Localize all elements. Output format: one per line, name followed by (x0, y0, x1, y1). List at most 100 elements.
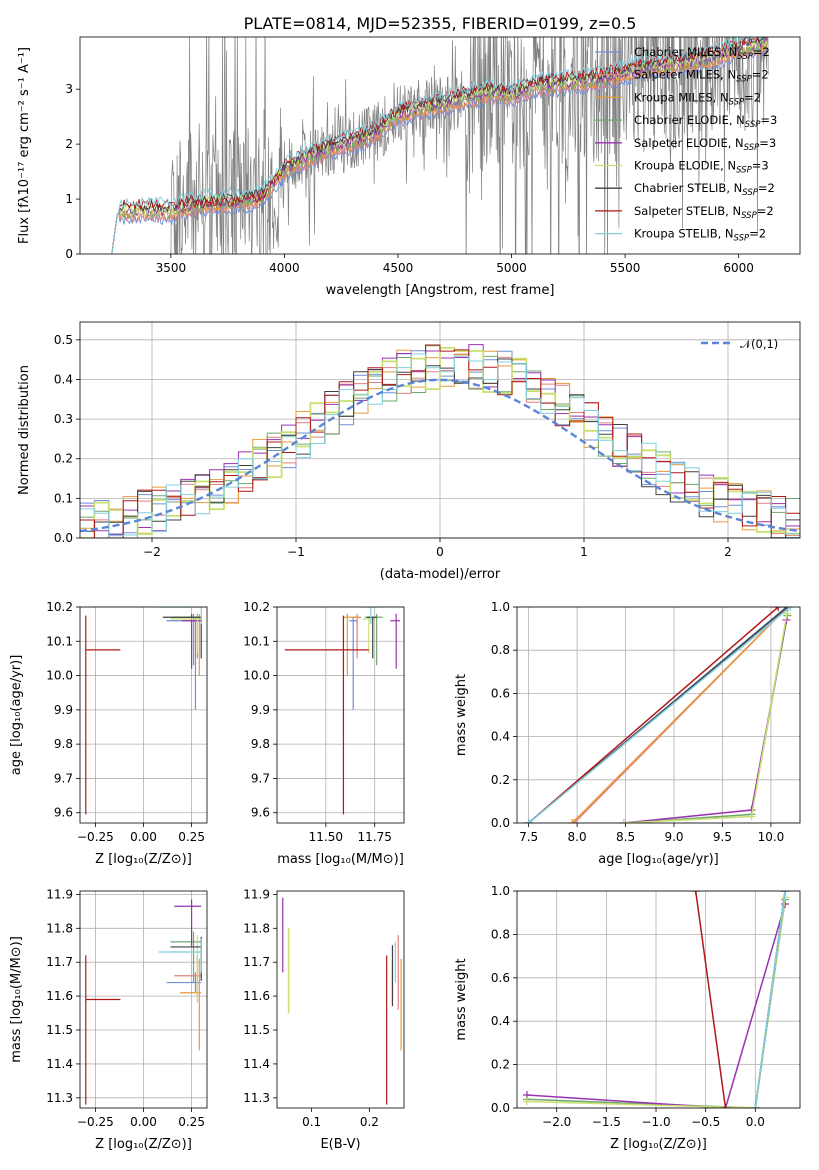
x-tick-label: 5500 (610, 261, 641, 275)
x-tick-label: 7.5 (519, 830, 538, 844)
weight-marker (747, 812, 756, 821)
x-axis-label: (data-model)/error (380, 567, 501, 582)
model-spectrum (111, 45, 768, 254)
y-tick-label: 0.5 (54, 333, 73, 347)
model-spectrum (111, 37, 768, 254)
y-tick-label: 0.4 (54, 372, 73, 386)
y-tick-label: 0.2 (54, 452, 73, 466)
y-tick-label: 10.0 (243, 669, 270, 683)
y-axis-label: mass [log₁₀(M/M⊙)] (9, 936, 24, 1063)
y-tick-label: 11.9 (243, 887, 270, 901)
y-tick-label: 10.0 (46, 669, 73, 683)
x-tick-label: 0.0 (746, 1115, 765, 1129)
y-tick-label: 11.8 (243, 921, 270, 935)
x-tick-label: 3500 (156, 261, 187, 275)
plot-area-weight-vs-age (524, 607, 795, 823)
legend-entry-sub: SSP (736, 166, 752, 176)
x-tick-label: 4000 (269, 261, 300, 275)
weight-line (694, 891, 727, 1108)
weight-line (571, 607, 788, 823)
weight-marker (568, 819, 577, 823)
y-axis-label: Flux [fλ10⁻¹⁷ erg cm⁻² s⁻¹ A⁻¹] (17, 47, 32, 244)
y-tick-label: 0.2 (491, 773, 510, 787)
axes-frame (276, 606, 405, 824)
legend-entry: Salpeter MILES, NSSP=2 (634, 68, 769, 85)
x-tick-label: −1 (287, 545, 305, 559)
y-tick-label: 11.8 (46, 921, 73, 935)
legend-entry-name: Kroupa ELODIE, N (634, 159, 736, 173)
x-tick-label: 11.50 (309, 830, 343, 844)
y-tick-label: 11.6 (46, 989, 73, 1003)
legend-entry-tail: =2 (758, 181, 775, 195)
legend-entry-sub: SSP (734, 234, 750, 244)
axes-frame (276, 890, 405, 1109)
y-tick-label: 9.8 (54, 737, 73, 751)
legend-entry-name: Chabrier STELIB, N (634, 181, 742, 195)
figure-title: PLATE=0814, MJD=52355, FIBERID=0199, z=0… (244, 14, 637, 33)
y-tick-label: 11.6 (243, 989, 270, 1003)
y-tick-label: 0.1 (54, 491, 73, 505)
legend-entry-sub: SSP (736, 75, 752, 85)
residual-histogram (80, 353, 800, 537)
weight-line (528, 607, 791, 823)
grid-age-vs-mass (277, 606, 404, 823)
legend-entry-name: Salpeter ELODIE, N (634, 136, 744, 150)
y-tick-label: 0.3 (54, 412, 73, 426)
legend-entry: Kroupa STELIB, NSSP=2 (634, 227, 766, 244)
x-tick-label: 11.75 (358, 830, 392, 844)
x-tick-label: 0.1 (302, 1115, 321, 1129)
legend-entry: 𝒩(0,1) (740, 337, 778, 351)
x-tick-label: −0.5 (691, 1115, 720, 1129)
x-tick-label: −2 (143, 545, 161, 559)
weight-marker (751, 1104, 760, 1108)
y-tick-label: 0.0 (491, 1101, 510, 1115)
y-axis-label: age [log₁₀(age/yr)] (9, 655, 24, 776)
y-tick-label: 0.8 (491, 927, 510, 941)
x-tick-label: −1.5 (592, 1115, 621, 1129)
legend-entry-tail: =2 (757, 204, 774, 218)
x-tick-label: 8.5 (616, 830, 635, 844)
legend-entry: Salpeter ELODIE, NSSP=3 (634, 136, 776, 153)
legend-entry: Chabrier MILES, NSSP=2 (634, 45, 770, 62)
legend-entry-tail: =3 (752, 159, 769, 173)
y-tick-label: 10.1 (243, 634, 270, 648)
y-tick-label: 1.0 (491, 884, 510, 898)
axes-frame (79, 36, 801, 255)
legend-entry-sub: SSP (729, 97, 745, 107)
x-tick-label: 9.0 (664, 830, 683, 844)
panel-weight-vs-Z: −2.0 −1.5 −1.0 −0.5 0.0 0.0 0.2 0.4 0.6 0.8 1.0 Z [… (454, 884, 801, 1152)
y-tick-label: 0.2 (491, 1058, 510, 1072)
x-tick-label: 9.5 (713, 830, 732, 844)
y-tick-label: 9.6 (251, 806, 270, 820)
legend-entry: Kroupa MILES, NSSP=2 (634, 90, 761, 107)
x-tick-label: 0.00 (130, 1115, 157, 1129)
y-tick-label: 3 (65, 82, 73, 96)
x-axis-label: wavelength [Angstrom, rest frame] (326, 283, 555, 298)
normal-curve (80, 378, 798, 533)
x-tick-label: 0.25 (178, 1115, 205, 1129)
panel-residuals: −2 −1 0 1 2 0.0 0.1 0.2 0.3 0.4 0.5 (data-model)/er… (17, 321, 801, 582)
y-tick-label: 0.4 (491, 730, 510, 744)
y-tick-label: 11.9 (46, 887, 73, 901)
y-tick-label: 9.8 (251, 737, 270, 751)
weight-marker (524, 819, 533, 823)
plot-area-mass-vs-Z (85, 899, 202, 1105)
x-tick-label: 2 (724, 545, 732, 559)
plot-area-spectrum (111, 37, 769, 254)
plot-area-age-vs-Z (85, 607, 202, 815)
y-tick-label: 9.6 (54, 806, 73, 820)
weight-line (528, 607, 779, 823)
y-axis-label: mass weight (454, 958, 469, 1040)
x-tick-label: 0.25 (178, 830, 205, 844)
legend-entry: Chabrier STELIB, NSSP=2 (634, 181, 775, 198)
x-tick-label: 0 (436, 545, 444, 559)
y-tick-label: 10.2 (46, 600, 73, 614)
y-tick-label: 11.4 (243, 1057, 270, 1071)
x-tick-label: −2.0 (542, 1115, 571, 1129)
y-tick-label: 10.2 (243, 600, 270, 614)
legend-entry-name: Kroupa STELIB, N (634, 227, 734, 241)
y-tick-label: 9.9 (251, 703, 270, 717)
legend-entry-name: Chabrier MILES, N (634, 45, 737, 59)
x-axis-label: mass [log₁₀(M/M⊙)] (277, 852, 404, 867)
